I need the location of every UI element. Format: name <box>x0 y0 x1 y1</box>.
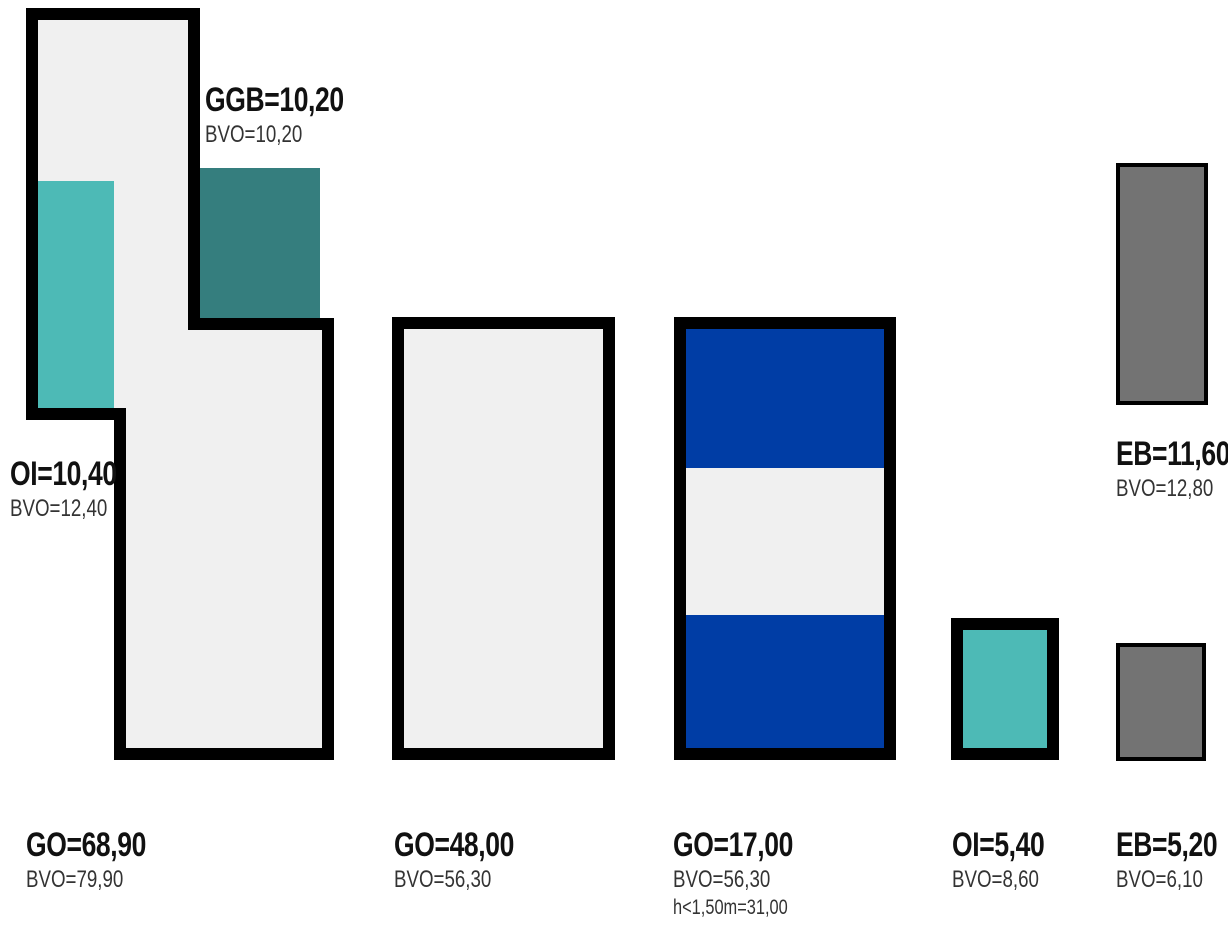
go2-value: GO=48,00 <box>394 826 514 864</box>
oi-top-label: OI=10,40 BVO=12,40 <box>10 454 147 524</box>
go1-bvo: BVO=79,90 <box>26 866 124 893</box>
go1-value: GO=68,90 <box>26 826 146 864</box>
go1-label: GO=68,90 BVO=79,90 <box>26 825 180 895</box>
eb-top-bvo: BVO=12,80 <box>1116 475 1214 502</box>
go2-bvo: BVO=56,30 <box>394 866 492 893</box>
eb-top-block <box>1116 163 1208 405</box>
go3-label: GO=17,00 BVO=56,30 h<1,50m=31,00 <box>673 825 827 921</box>
oi-top-bvo: BVO=12,40 <box>10 495 108 522</box>
oi-bottom-block <box>951 618 1059 760</box>
go2-block <box>392 317 615 760</box>
ggb-area <box>200 168 320 318</box>
eb-bottom-value: EB=5,20 <box>1116 826 1218 864</box>
go3-upper-band <box>686 329 884 468</box>
eb-bottom-block <box>1116 643 1206 761</box>
ggb-value: GGB=10,20 <box>205 81 344 119</box>
go3-lower-band <box>686 615 884 748</box>
oi-top-area <box>38 181 114 408</box>
oi-bottom-value: OI=5,40 <box>952 826 1045 864</box>
ggb-label: GGB=10,20 BVO=10,20 <box>205 80 383 150</box>
oi-top-value: OI=10,40 <box>10 455 117 493</box>
go3-bvo: BVO=56,30 <box>673 866 771 893</box>
go2-label: GO=48,00 BVO=56,30 <box>394 825 548 895</box>
go3-value: GO=17,00 <box>673 826 793 864</box>
eb-bottom-bvo: BVO=6,10 <box>1116 866 1203 893</box>
ggb-bvo: BVO=10,20 <box>205 121 303 148</box>
eb-top-value: EB=11,60 <box>1116 435 1228 473</box>
eb-bottom-label: EB=5,20 BVO=6,10 <box>1116 825 1228 895</box>
oi-bottom-label: OI=5,40 BVO=8,60 <box>952 825 1070 895</box>
oi-bottom-bvo: BVO=8,60 <box>952 866 1039 893</box>
go3-height-note: h<1,50m=31,00 <box>673 896 788 919</box>
eb-top-label: EB=11,60 BVO=12,80 <box>1116 434 1228 504</box>
